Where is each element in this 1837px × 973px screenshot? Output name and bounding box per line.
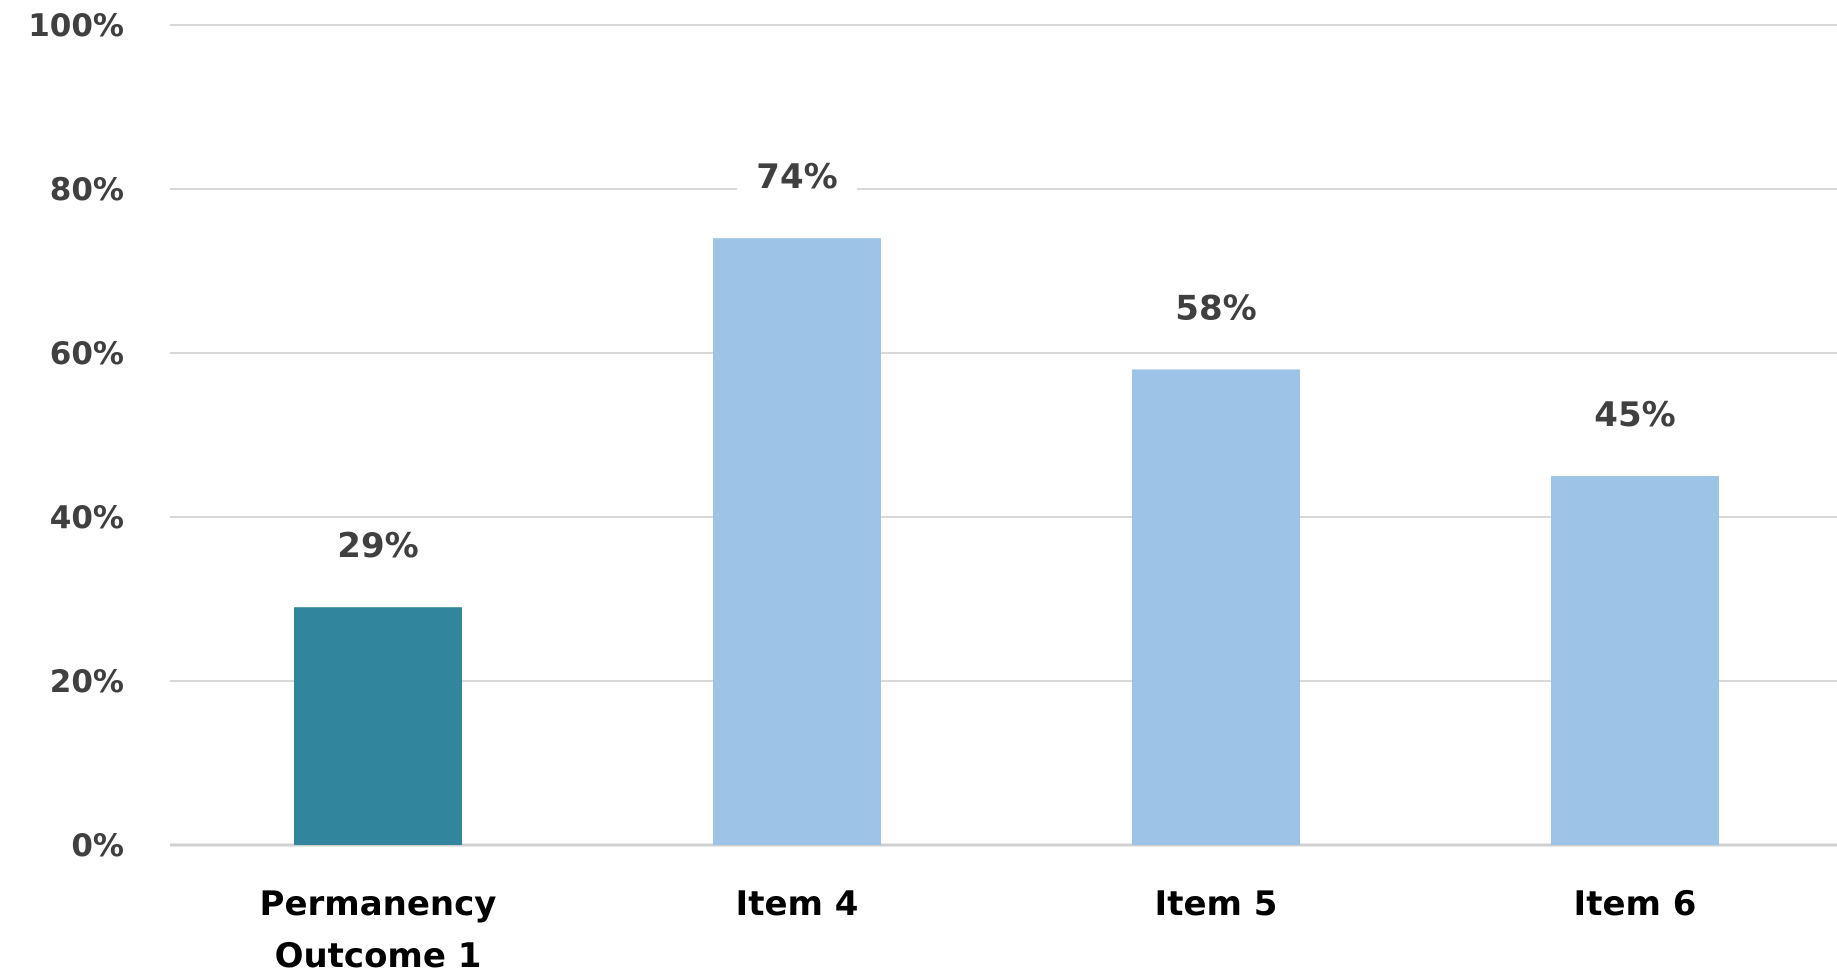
x-tick-label: Item 5 <box>1155 884 1278 924</box>
x-tick-label-line: Item 6 <box>1574 884 1697 924</box>
y-tick-label: 40% <box>50 500 124 536</box>
y-tick-label: 80% <box>50 172 124 208</box>
data-label-background <box>318 527 438 572</box>
x-tick-label-line: Outcome 1 <box>275 936 482 973</box>
bar-3 <box>1132 369 1300 845</box>
x-tick-label-line: Permanency <box>260 884 497 924</box>
data-label: 58% <box>1175 288 1256 328</box>
data-label: 45% <box>1594 395 1675 435</box>
x-tick-label: Item 6 <box>1574 884 1697 924</box>
data-label: 74% <box>756 157 837 197</box>
bar-4 <box>1551 476 1719 845</box>
y-tick-label: 60% <box>50 336 124 372</box>
bars <box>294 238 1719 845</box>
x-tick-label-line: Item 4 <box>736 884 859 924</box>
bar-1 <box>294 607 462 845</box>
x-axis-ticks: Permanency Outcome 1 Item 4 Item 5 Item 6 <box>260 884 1697 973</box>
y-tick-label: 20% <box>50 664 124 700</box>
data-label-background <box>1156 289 1276 334</box>
bar-2 <box>713 238 881 845</box>
x-tick-label: Permanency Outcome 1 <box>260 884 497 973</box>
data-labels: 29% 74% 58% 45% <box>318 157 1695 572</box>
data-label-background <box>1575 396 1695 440</box>
y-tick-label: 0% <box>71 828 124 864</box>
x-tick-label: Item 4 <box>736 884 859 924</box>
y-axis-ticks: 0% 20% 40% 60% 80% 100% <box>28 8 124 864</box>
x-tick-label-line: Item 5 <box>1155 884 1278 924</box>
y-tick-label: 100% <box>28 8 124 44</box>
data-label-background <box>737 158 857 203</box>
data-label: 29% <box>337 526 418 566</box>
